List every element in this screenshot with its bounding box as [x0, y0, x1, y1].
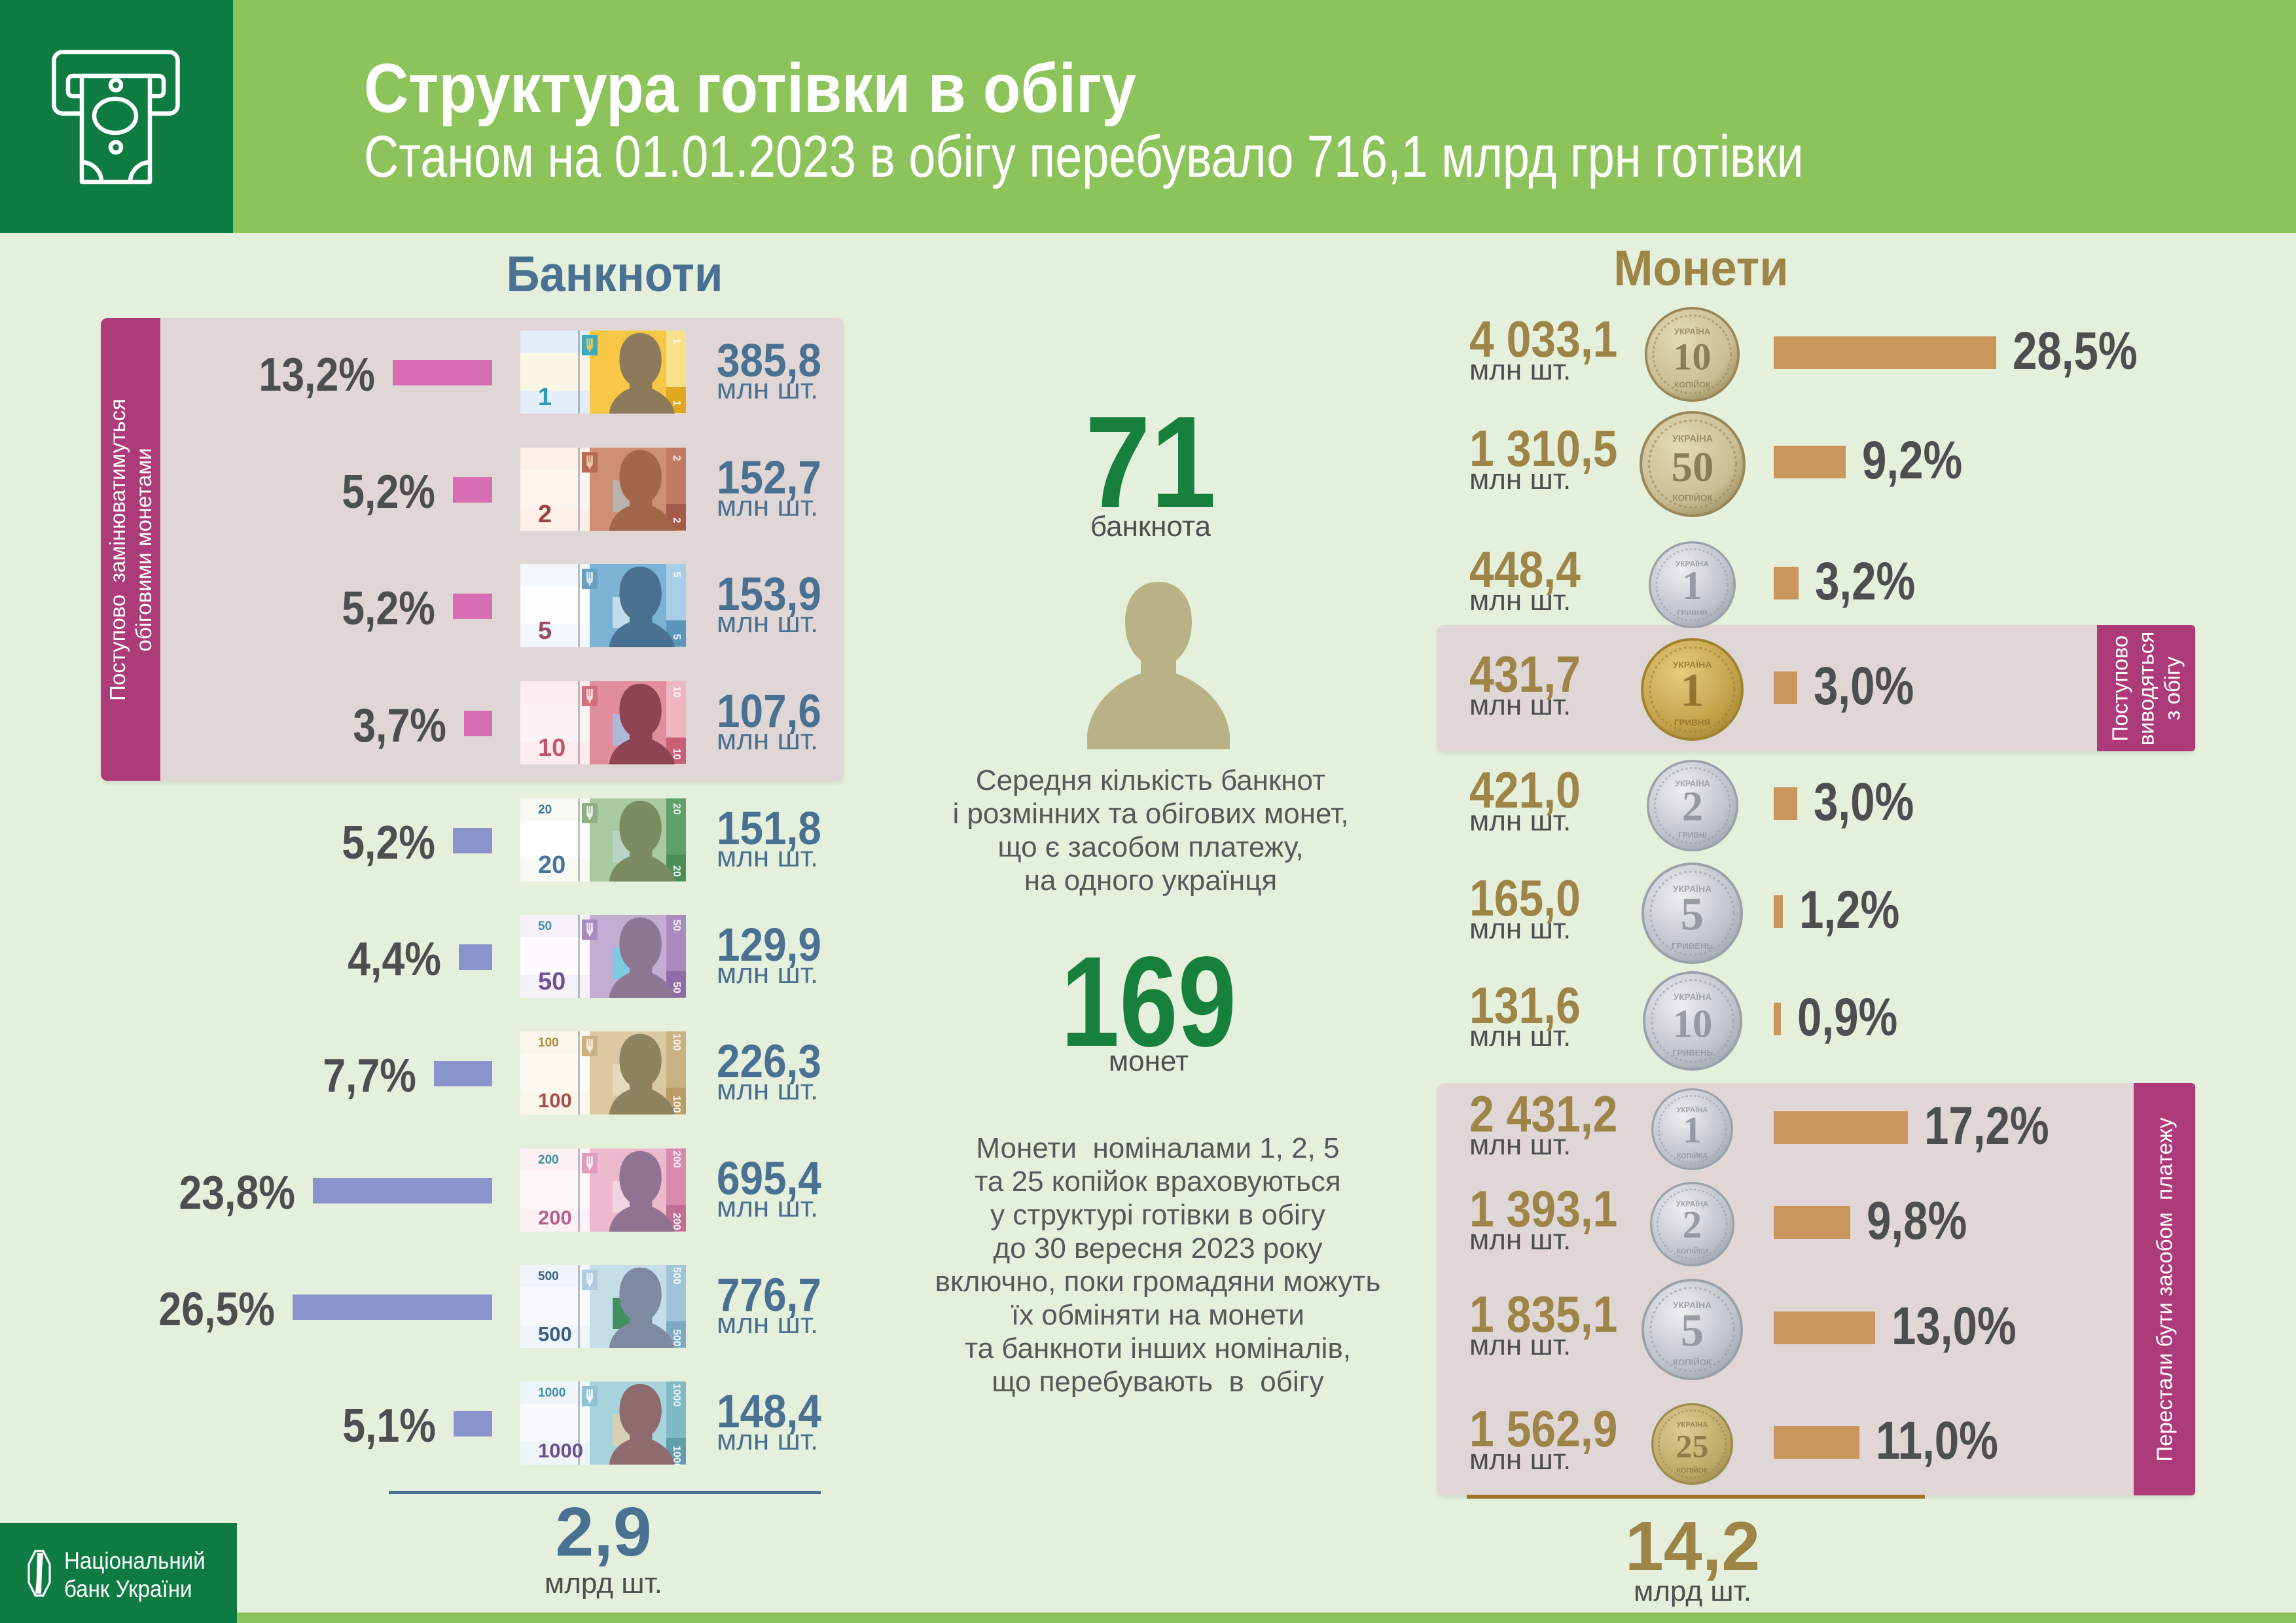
svg-text:КОПІЙКА: КОПІЙКА	[1677, 1151, 1708, 1160]
svg-text:УКРАЇНА: УКРАЇНА	[1673, 1300, 1712, 1310]
svg-text:УКРАЇНА: УКРАЇНА	[1677, 1420, 1708, 1429]
svg-text:КОПІЙОК: КОПІЙОК	[1677, 1466, 1708, 1474]
svg-text:1: 1	[1680, 664, 1704, 717]
svg-text:ГРИВНЯ: ГРИВНЯ	[1677, 609, 1708, 617]
svg-text:1: 1	[1682, 563, 1702, 608]
svg-text:УКРАЇНА: УКРАЇНА	[1675, 779, 1710, 789]
svg-text:ГРИВНІ: ГРИВНІ	[1678, 830, 1707, 840]
svg-text:УКРАЇНА: УКРАЇНА	[1676, 559, 1709, 569]
svg-text:ГРИВЕНЬ: ГРИВЕНЬ	[1672, 941, 1713, 951]
svg-text:УКРАЇНА: УКРАЇНА	[1672, 433, 1713, 444]
svg-text:КОПІЙОК: КОПІЙОК	[1673, 1357, 1712, 1367]
svg-text:КОПІЙОК: КОПІЙОК	[1672, 492, 1713, 503]
svg-text:5: 5	[1681, 1304, 1704, 1356]
svg-text:2: 2	[1683, 1203, 1702, 1246]
svg-text:2: 2	[1682, 783, 1703, 829]
svg-text:ГРИВНЯ: ГРИВНЯ	[1674, 717, 1710, 727]
svg-text:УКРАЇНА: УКРАЇНА	[1672, 660, 1712, 670]
svg-text:ГРИВЕНЬ: ГРИВЕНЬ	[1672, 1048, 1713, 1058]
svg-text:10: 10	[1674, 336, 1712, 378]
svg-text:25: 25	[1676, 1428, 1709, 1465]
svg-text:УКРАЇНА: УКРАЇНА	[1674, 327, 1711, 336]
svg-text:УКРАЇНА: УКРАЇНА	[1677, 1105, 1708, 1114]
svg-text:КОПІЙКИ: КОПІЙКИ	[1676, 1247, 1708, 1256]
svg-text:10: 10	[1673, 1002, 1713, 1046]
svg-text:УКРАЇНА: УКРАЇНА	[1673, 883, 1712, 894]
svg-text:УКРАЇНА: УКРАЇНА	[1674, 992, 1712, 1002]
svg-text:1: 1	[1683, 1110, 1702, 1151]
svg-text:КОПІЙОК: КОПІЙОК	[1674, 380, 1711, 389]
svg-text:50: 50	[1672, 444, 1714, 491]
svg-text:5: 5	[1681, 888, 1704, 940]
svg-text:УКРАЇНА: УКРАЇНА	[1676, 1200, 1709, 1208]
